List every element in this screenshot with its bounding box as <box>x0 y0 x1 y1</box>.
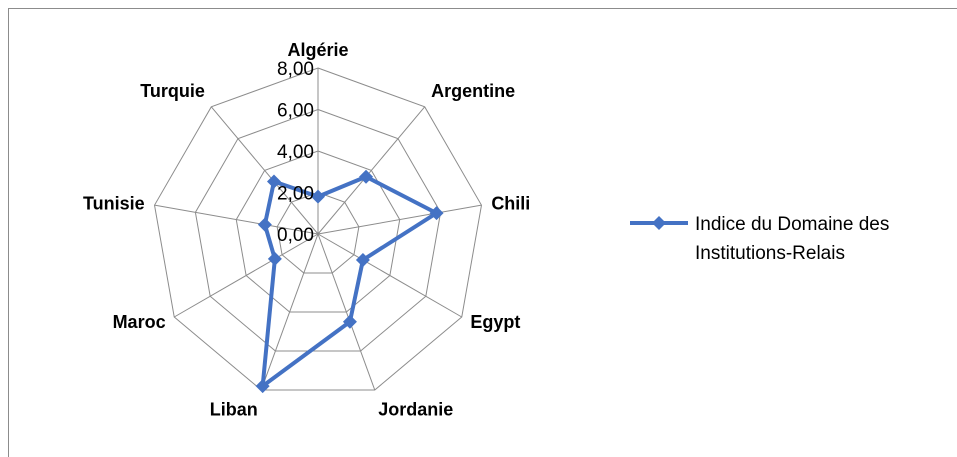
data-point-marker <box>267 251 282 266</box>
legend: Indice du Domaine des Institutions-Relais <box>630 214 889 264</box>
grid-spoke <box>173 233 319 318</box>
legend-label: Indice du Domaine des <box>695 214 889 235</box>
grid-ring <box>194 108 442 352</box>
series-line <box>260 174 439 389</box>
category-label: Liban <box>210 399 258 419</box>
category-label: Algérie <box>287 40 348 60</box>
grid-ring <box>235 150 401 313</box>
data-point-marker <box>342 314 357 329</box>
legend-marker <box>652 216 666 230</box>
category-label: Argentine <box>431 81 515 101</box>
category-label: Egypt <box>470 312 520 332</box>
category-label: Turquie <box>140 81 205 101</box>
grid-spoke <box>317 204 482 235</box>
tick-label: 6,00 <box>277 101 314 122</box>
series-group <box>255 169 444 394</box>
grid-spoke <box>317 233 376 391</box>
category-label: Maroc <box>113 312 166 332</box>
category-label: Tunisie <box>83 193 145 213</box>
category-label: Chili <box>491 193 530 213</box>
tick-label: 2,00 <box>277 184 314 205</box>
radar-grid <box>153 67 483 391</box>
grid-spoke <box>317 106 426 235</box>
grid-ring <box>276 191 360 274</box>
tick-label: 0,00 <box>277 225 314 246</box>
data-point-marker <box>255 379 270 394</box>
data-point-marker <box>429 206 444 221</box>
category-label: Jordanie <box>378 399 453 419</box>
data-point-marker <box>311 189 325 204</box>
data-point-marker <box>266 174 281 189</box>
grid-spoke <box>260 233 319 391</box>
chart-frame <box>8 8 957 457</box>
grid-spoke <box>210 106 319 235</box>
grid-spoke <box>317 233 463 318</box>
legend-label: Institutions-Relais <box>695 243 845 264</box>
grid-ring <box>153 67 483 391</box>
tick-label: 4,00 <box>277 142 314 163</box>
data-point-marker <box>355 252 370 267</box>
data-point-marker <box>257 217 272 232</box>
grid-spoke <box>154 204 319 235</box>
tick-label: 8,00 <box>277 59 314 80</box>
data-point-marker <box>359 169 374 184</box>
